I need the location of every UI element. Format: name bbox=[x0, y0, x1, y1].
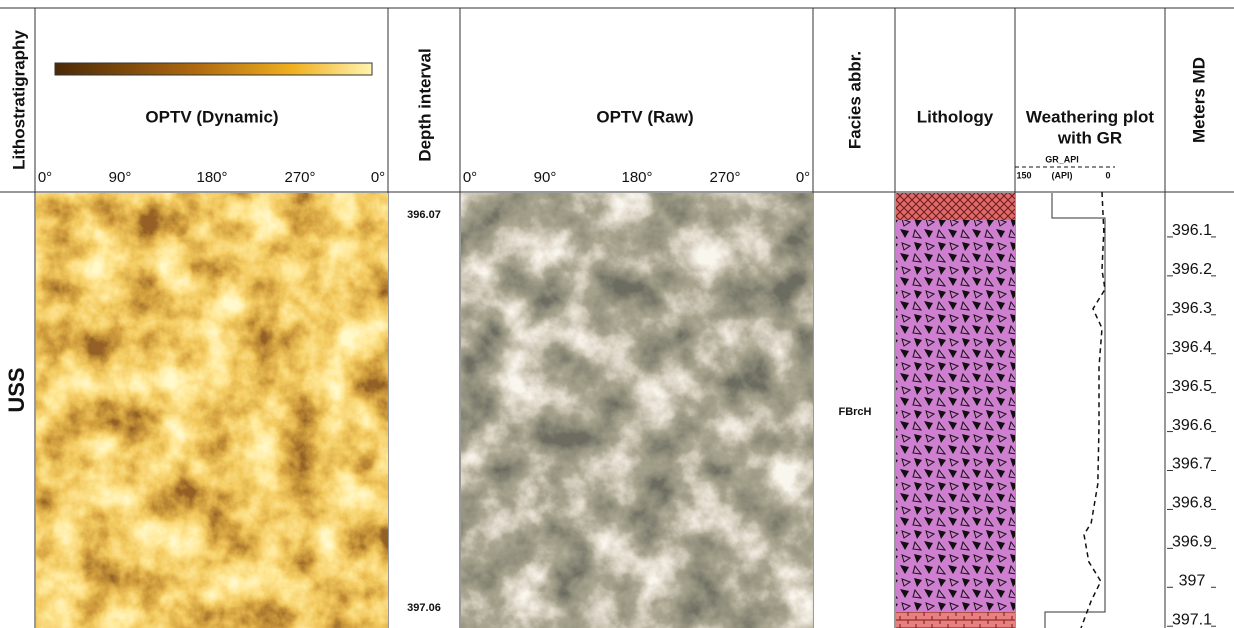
header: OPTV (Raw) bbox=[596, 107, 693, 126]
depth-top: 396.07 bbox=[407, 209, 441, 221]
lithology-base bbox=[896, 612, 1015, 628]
depth-bottom: 397.06 bbox=[407, 602, 441, 614]
depth-label: 396.4 bbox=[1172, 339, 1212, 356]
lithology-breccia bbox=[896, 220, 1015, 612]
curve-name: GR_API bbox=[1045, 154, 1079, 164]
depth-label: 396.5 bbox=[1172, 378, 1212, 395]
depth-label: 396.2 bbox=[1172, 261, 1212, 278]
depth-label: 396.1 bbox=[1172, 222, 1212, 239]
header: OPTV (Dynamic) bbox=[145, 107, 278, 126]
angle-label: 180° bbox=[621, 169, 652, 186]
gr-scale-label: 150 bbox=[1016, 170, 1031, 180]
header: with GR bbox=[1057, 128, 1122, 147]
angle-label: 180° bbox=[196, 169, 227, 186]
depth-label: 396.3 bbox=[1172, 300, 1212, 317]
angle-label: 0° bbox=[38, 169, 52, 186]
depth-label: 396.9 bbox=[1172, 534, 1212, 551]
angle-label: 270° bbox=[284, 169, 315, 186]
header: Meters MD bbox=[1189, 57, 1208, 143]
depth-label: 396.6 bbox=[1172, 417, 1212, 434]
header: Lithology bbox=[917, 107, 994, 126]
color-bar bbox=[54, 62, 373, 76]
gr-curve bbox=[1080, 191, 1106, 628]
header: Lithostratigraphy bbox=[9, 30, 28, 170]
depth-label: 397 bbox=[1179, 573, 1206, 590]
optv-raw-image bbox=[461, 193, 813, 628]
angle-label: 0° bbox=[463, 169, 477, 186]
depth-label: 396.8 bbox=[1172, 495, 1212, 512]
dynamic-layer: 0° 90° 180° 270° 0° 0° 90° 180° 270° 0° 396.1 396.2… bbox=[38, 169, 1216, 628]
header: Depth interval bbox=[415, 48, 434, 161]
header: Weathering plot bbox=[1026, 107, 1154, 126]
unit-label: USS bbox=[4, 367, 29, 412]
gr-scale-label: 0 bbox=[1105, 170, 1110, 180]
depth-label: 397.1 bbox=[1172, 611, 1212, 628]
angle-label: 270° bbox=[709, 169, 740, 186]
angle-label: 90° bbox=[534, 169, 557, 186]
angle-label: 0° bbox=[796, 169, 810, 186]
depth-label: 396.7 bbox=[1172, 456, 1212, 473]
curve-unit: (API) bbox=[1052, 170, 1073, 180]
optv-dynamic-image bbox=[36, 193, 388, 628]
lithology-cap bbox=[896, 193, 1015, 220]
header: Facies abbr. bbox=[845, 51, 864, 149]
facies-label: FBrcH bbox=[838, 406, 871, 418]
angle-label: 0° bbox=[371, 169, 385, 186]
weathering-profile bbox=[1044, 193, 1106, 628]
angle-label: 90° bbox=[109, 169, 132, 186]
